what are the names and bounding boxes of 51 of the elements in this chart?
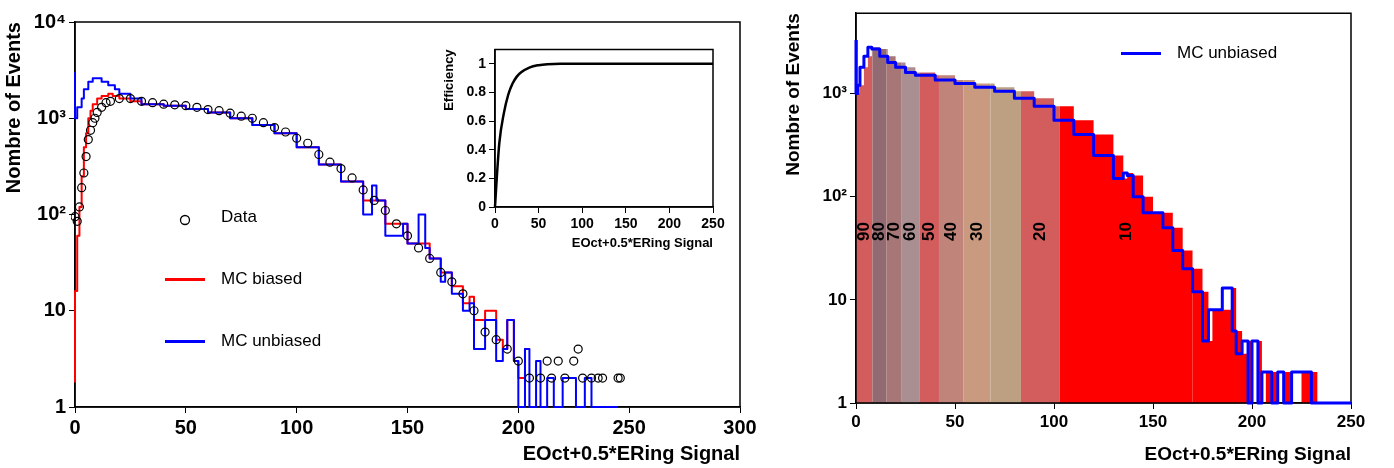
y-tick-label: 1 (837, 392, 847, 412)
legend-label: MC unbiased (221, 331, 322, 351)
y-tick-label: 0.6 (466, 111, 487, 128)
x-tick-label: 200 (657, 215, 682, 232)
band-label: 60 (900, 222, 920, 241)
y-tick-label: 0.8 (466, 83, 487, 100)
y-tick-label: 10⁴ (33, 9, 66, 32)
y-tick-label: 10² (822, 186, 848, 206)
y-tick-label: 1 (478, 54, 487, 71)
band-label: 30 (966, 222, 986, 241)
band-label: 20 (1030, 222, 1050, 241)
legend-label: MC biased (221, 269, 303, 289)
x-tick-label: 300 (723, 415, 757, 438)
y-tick-label: 0.4 (466, 140, 487, 157)
legend-label: Data (221, 207, 257, 227)
x-axis-title: EOct+0.5*ERing Signal (522, 441, 740, 464)
x-tick-label: 0 (69, 415, 81, 438)
x-tick-label: 100 (570, 215, 595, 232)
legend-label: MC unbiased (1177, 43, 1278, 64)
x-tick-label: 0 (851, 411, 861, 431)
x-tick-label: 150 (614, 215, 638, 232)
x-tick-label: 150 (390, 415, 425, 438)
x-tick-label: 0 (491, 215, 500, 232)
y-tick-label: 0.2 (466, 169, 487, 186)
x-tick-label: 150 (1138, 411, 1168, 431)
y-tick-label: 0 (478, 197, 487, 214)
x-tick-label: 50 (530, 215, 547, 232)
y-axis-title: Efficiency (441, 48, 457, 111)
x-tick-label: 250 (701, 215, 725, 232)
band-label: 40 (940, 222, 960, 241)
band-label: 90 (853, 222, 873, 241)
y-axis-title: Nombre of Events (1, 22, 24, 194)
x-tick-label: 50 (174, 415, 197, 438)
x-tick-label: 250 (1336, 411, 1366, 431)
x-axis-title: EOct+0.5*ERing Signal (571, 234, 713, 250)
y-tick-label: 10³ (822, 83, 848, 103)
y-axis-title: Nombre of Events (781, 13, 803, 176)
y-tick-label: 10³ (37, 105, 67, 128)
x-tick-label: 250 (612, 415, 646, 438)
y-tick-label: 10 (43, 298, 66, 321)
y-tick-label: 1 (54, 394, 66, 417)
x-axis-title: EOct+0.5*ERing Signal (1144, 442, 1351, 464)
x-tick-label: 50 (945, 411, 965, 431)
y-tick-label: 10 (828, 289, 847, 309)
band-label: 70 (883, 222, 903, 241)
y-tick-label: 10² (37, 202, 67, 225)
x-tick-label: 100 (279, 415, 314, 438)
x-tick-label: 100 (1039, 411, 1069, 431)
x-tick-label: 200 (1237, 411, 1267, 431)
x-tick-label: 200 (501, 415, 536, 438)
band-label: 10 (1115, 222, 1135, 241)
